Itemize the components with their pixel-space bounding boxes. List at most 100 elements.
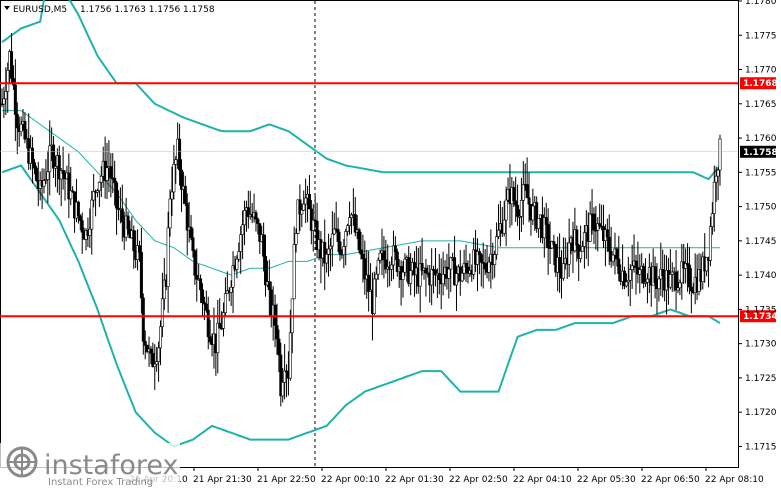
candle — [546, 208, 550, 275]
current-price-tag: 1.1758 — [740, 145, 778, 158]
candle — [454, 265, 458, 312]
candle — [239, 226, 243, 274]
candle — [645, 273, 649, 304]
candle — [137, 240, 141, 262]
candle — [544, 202, 548, 248]
x-tick-label: 22 Apr 04:10 — [513, 475, 572, 485]
candle — [237, 242, 241, 262]
symbol-label: EURUSD,M5 — [13, 5, 67, 15]
x-tick-label: 22 Apr 02:50 — [449, 475, 508, 485]
candle — [567, 218, 571, 277]
horizontal-level-line[interactable]: 1.1734 — [0, 310, 778, 323]
candle — [430, 248, 434, 306]
candle — [143, 330, 147, 360]
candle — [521, 161, 525, 225]
candle — [298, 184, 302, 231]
candle — [607, 214, 611, 266]
candle — [279, 342, 283, 407]
candle — [401, 261, 405, 298]
candle — [441, 251, 445, 296]
level-price-tag: 1.1768 — [743, 79, 778, 89]
candle — [2, 86, 6, 118]
candle — [626, 256, 630, 297]
candle — [716, 168, 720, 201]
candle — [243, 200, 247, 246]
candle — [330, 211, 334, 267]
candle — [315, 202, 319, 258]
y-tick-label: 1.1720 — [745, 408, 777, 418]
candle — [638, 254, 642, 294]
y-tick-label: 1.1755 — [745, 168, 777, 178]
candle — [582, 225, 586, 269]
candle — [34, 165, 38, 182]
candle — [481, 242, 485, 289]
instaforex-watermark: instaforex Instant Forex Trading — [0, 443, 180, 489]
candle — [304, 178, 308, 224]
candle — [157, 341, 161, 382]
candle — [307, 174, 311, 210]
candle — [231, 251, 235, 314]
candle — [6, 62, 10, 113]
candle — [254, 209, 258, 232]
candle — [514, 176, 518, 222]
candle — [418, 245, 422, 313]
candle — [153, 344, 157, 390]
candle — [592, 207, 596, 245]
candle — [166, 211, 170, 313]
candle — [288, 309, 292, 381]
candle — [493, 250, 497, 278]
y-tick-label: 1.1725 — [745, 374, 777, 384]
candle — [496, 204, 500, 240]
candle — [145, 344, 149, 354]
candle — [537, 217, 541, 238]
candle — [374, 266, 378, 298]
y-tick-label: 1.1715 — [745, 442, 777, 452]
candle — [309, 199, 313, 245]
chart-header: EURUSD,M5 1.1756 1.1763 1.1756 1.1758 — [4, 5, 215, 15]
candle — [90, 190, 94, 255]
candle — [531, 188, 535, 226]
candle — [424, 258, 428, 297]
y-tick-label: 1.1775 — [745, 31, 777, 41]
instaforex-logo-icon — [6, 446, 38, 478]
candle — [558, 233, 562, 293]
candle — [718, 134, 722, 186]
candle — [382, 236, 386, 279]
horizontal-level-line[interactable]: 1.1768 — [0, 77, 778, 90]
candle — [300, 203, 304, 228]
candle — [447, 243, 451, 299]
candle — [46, 150, 50, 204]
candle — [294, 228, 298, 253]
candle — [115, 180, 119, 235]
candle — [97, 181, 101, 208]
candle — [262, 222, 266, 272]
y-tick-label: 1.1780 — [745, 0, 777, 7]
candle — [283, 344, 287, 400]
candle — [714, 166, 718, 202]
candle — [433, 247, 437, 287]
candle — [594, 205, 598, 250]
candle — [42, 168, 46, 194]
candle — [357, 227, 361, 254]
y-tick-label: 1.1730 — [745, 340, 777, 350]
candle — [395, 248, 399, 277]
horizontal-levels[interactable]: 1.1768 1.1734 1.1758 — [0, 77, 778, 323]
candle — [516, 184, 520, 227]
candle — [527, 172, 531, 223]
candle — [199, 274, 203, 304]
candle — [686, 243, 690, 292]
dropdown-triangle-icon[interactable] — [4, 6, 10, 10]
candle — [222, 302, 226, 337]
candle — [535, 196, 539, 233]
y-tick-label: 1.1750 — [745, 203, 777, 213]
candle — [525, 157, 529, 199]
x-tick-label: 22 Apr 05:30 — [577, 475, 636, 485]
candle — [229, 280, 233, 306]
candle — [19, 116, 23, 137]
candle — [338, 231, 342, 261]
candle — [712, 165, 716, 232]
candle — [495, 222, 499, 260]
x-tick-label: 22 Apr 08:10 — [705, 475, 764, 485]
